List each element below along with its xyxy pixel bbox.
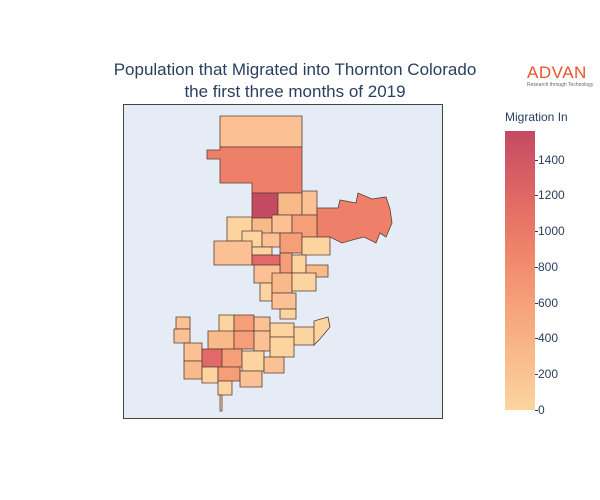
map-region[interactable] xyxy=(261,232,281,248)
colorbar-tick-label: 1400 xyxy=(538,152,565,167)
colorbar-tick-mark xyxy=(535,231,538,233)
map-region[interactable] xyxy=(233,314,255,332)
colorbar-tick-label: 800 xyxy=(538,259,559,274)
map-region[interactable] xyxy=(251,254,281,266)
map-region[interactable] xyxy=(213,240,253,266)
colorbar-tick-label: 200 xyxy=(538,367,559,382)
map-region[interactable] xyxy=(313,316,331,346)
map-region[interactable] xyxy=(259,282,273,302)
map-region[interactable] xyxy=(253,316,271,332)
colorbar-title: Migration In xyxy=(505,110,568,124)
map-region[interactable] xyxy=(279,308,297,320)
map-region[interactable] xyxy=(271,292,297,310)
map-region[interactable] xyxy=(217,380,233,396)
colorbar-tick-label: 400 xyxy=(538,331,559,346)
map-region[interactable] xyxy=(263,356,285,374)
map-region[interactable] xyxy=(316,192,393,244)
map-region[interactable] xyxy=(241,350,265,372)
map-region[interactable] xyxy=(271,214,293,234)
map-region[interactable] xyxy=(253,330,271,352)
colorbar-tick-label: 0 xyxy=(538,403,545,417)
map-region[interactable] xyxy=(279,232,303,254)
choropleth-map[interactable] xyxy=(124,105,443,419)
map-region[interactable] xyxy=(201,348,223,368)
map-region[interactable] xyxy=(183,342,203,362)
map-region[interactable] xyxy=(233,330,255,350)
map-region[interactable] xyxy=(291,254,307,274)
map-region[interactable] xyxy=(251,246,273,256)
map-region[interactable] xyxy=(269,336,295,358)
map-region[interactable] xyxy=(175,316,191,330)
logo-tagline: Research through Technology xyxy=(527,82,594,88)
colorbar-tick-mark xyxy=(535,195,538,197)
colorbar-tick-mark xyxy=(535,374,538,376)
map-region[interactable] xyxy=(301,236,331,256)
map-region[interactable] xyxy=(293,326,315,346)
map-region[interactable] xyxy=(207,330,235,350)
colorbar-tick-mark xyxy=(535,266,538,268)
colorbar-tick-label: 1200 xyxy=(538,188,565,203)
map-region[interactable] xyxy=(251,192,279,219)
map-region[interactable] xyxy=(239,370,263,388)
logo-wordmark: ADVAN xyxy=(527,63,587,82)
colorbar-tick-mark xyxy=(535,159,538,161)
advan-logo: ADVAN Research through Technology xyxy=(527,64,597,94)
colorbar-tick-mark xyxy=(535,302,538,304)
colorbar-tick-mark xyxy=(535,410,538,411)
map-region[interactable] xyxy=(218,314,235,334)
map-plot-area[interactable] xyxy=(123,104,443,419)
map-region[interactable] xyxy=(279,252,293,274)
chart-title-line-2: the first three months of 2019 xyxy=(184,82,406,101)
map-region[interactable] xyxy=(183,360,203,380)
map-region[interactable] xyxy=(217,366,241,382)
map-region[interactable] xyxy=(206,146,303,194)
colorbar xyxy=(505,131,535,410)
map-region[interactable] xyxy=(173,328,191,344)
map-region[interactable] xyxy=(221,348,243,368)
map-region[interactable] xyxy=(201,366,219,384)
map-region[interactable] xyxy=(269,322,295,338)
map-region[interactable] xyxy=(301,190,318,216)
colorbar-tick-label: 1000 xyxy=(538,224,565,239)
chart-title-line-1: Population that Migrated into Thornton C… xyxy=(113,60,477,79)
map-region[interactable] xyxy=(291,272,317,292)
colorbar-tick-mark xyxy=(535,338,538,340)
map-region[interactable] xyxy=(219,394,223,412)
map-region[interactable] xyxy=(277,192,303,216)
map-region[interactable] xyxy=(219,115,303,148)
map-region[interactable] xyxy=(271,272,293,294)
colorbar-tick-label: 600 xyxy=(538,295,559,310)
